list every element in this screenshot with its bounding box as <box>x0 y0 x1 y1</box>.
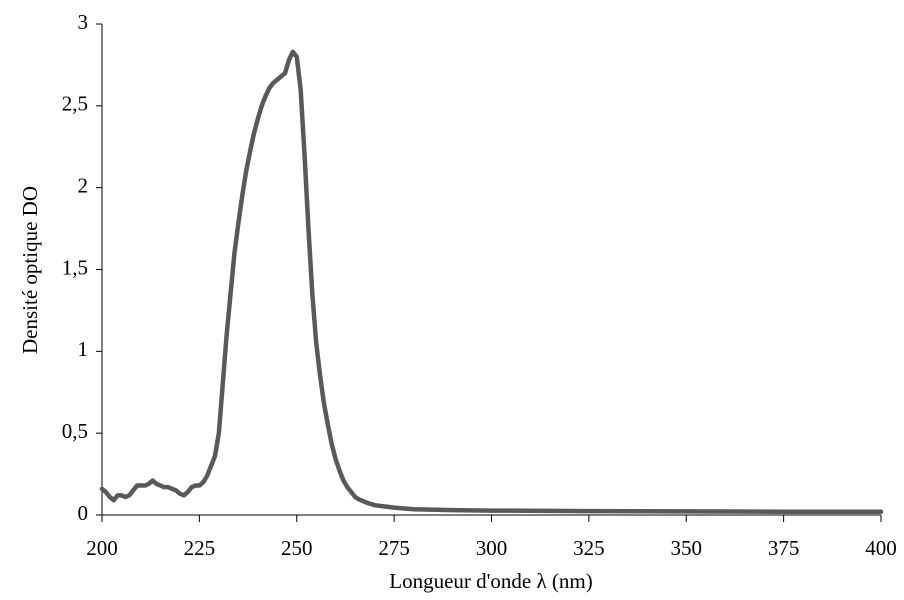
x-tick-label: 300 <box>476 536 508 560</box>
spectrum-line <box>99 49 884 514</box>
y-tick-label: 2 <box>78 173 89 197</box>
y-axis-title: Densité optique DO <box>18 186 42 354</box>
y-tick-label: 1 <box>78 337 89 361</box>
x-axis-title: Longueur d'onde λ (nm) <box>389 569 593 593</box>
x-tick-label: 350 <box>671 536 703 560</box>
y-tick-label: 0,5 <box>62 419 88 443</box>
x-tick-label: 250 <box>281 536 313 560</box>
y-tick-label: 1,5 <box>62 255 88 279</box>
y-tick-label: 3 <box>78 10 89 34</box>
x-tick-label: 375 <box>768 536 800 560</box>
x-tick-label: 225 <box>184 536 216 560</box>
x-tick-label: 275 <box>378 536 410 560</box>
y-tick-label: 0 <box>78 501 89 525</box>
x-tick-label: 325 <box>573 536 605 560</box>
y-tick-label: 2,5 <box>62 92 88 116</box>
x-tick-label: 200 <box>86 536 118 560</box>
x-tick-label: 400 <box>865 536 897 560</box>
